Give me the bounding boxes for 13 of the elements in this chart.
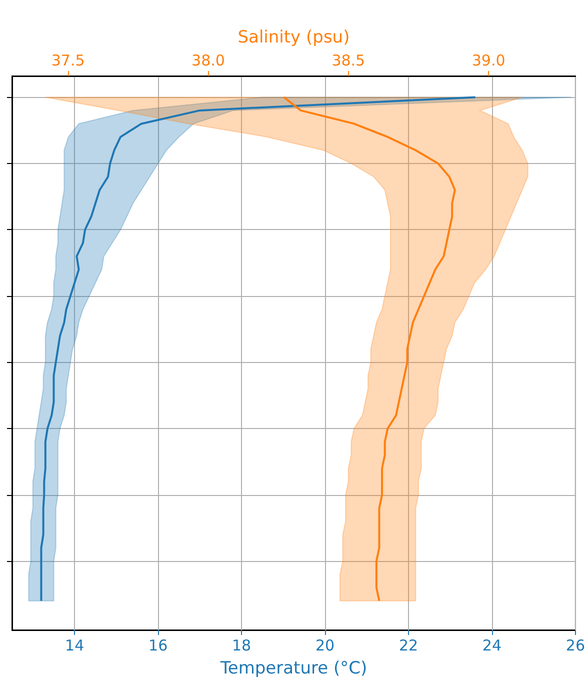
x2-axis-title: Salinity (psu) — [238, 28, 350, 48]
x-tick-label: 18 — [232, 636, 252, 654]
x-tick-label: 22 — [398, 636, 418, 654]
x-axis-title: Temperature (°C) — [219, 658, 368, 678]
x2-tick-label: 39.0 — [472, 52, 506, 70]
x-tick-label: 20 — [315, 636, 335, 654]
x-tick-label: 16 — [148, 636, 168, 654]
x2-tick-label: 38.0 — [192, 52, 225, 70]
x-tick-label: 24 — [482, 636, 502, 654]
x-tick-label: 14 — [65, 636, 84, 654]
x2-tick-label: 38.5 — [332, 52, 366, 70]
x2-tick-label: 37.5 — [51, 52, 85, 70]
x-tick-label: 26 — [566, 636, 586, 654]
